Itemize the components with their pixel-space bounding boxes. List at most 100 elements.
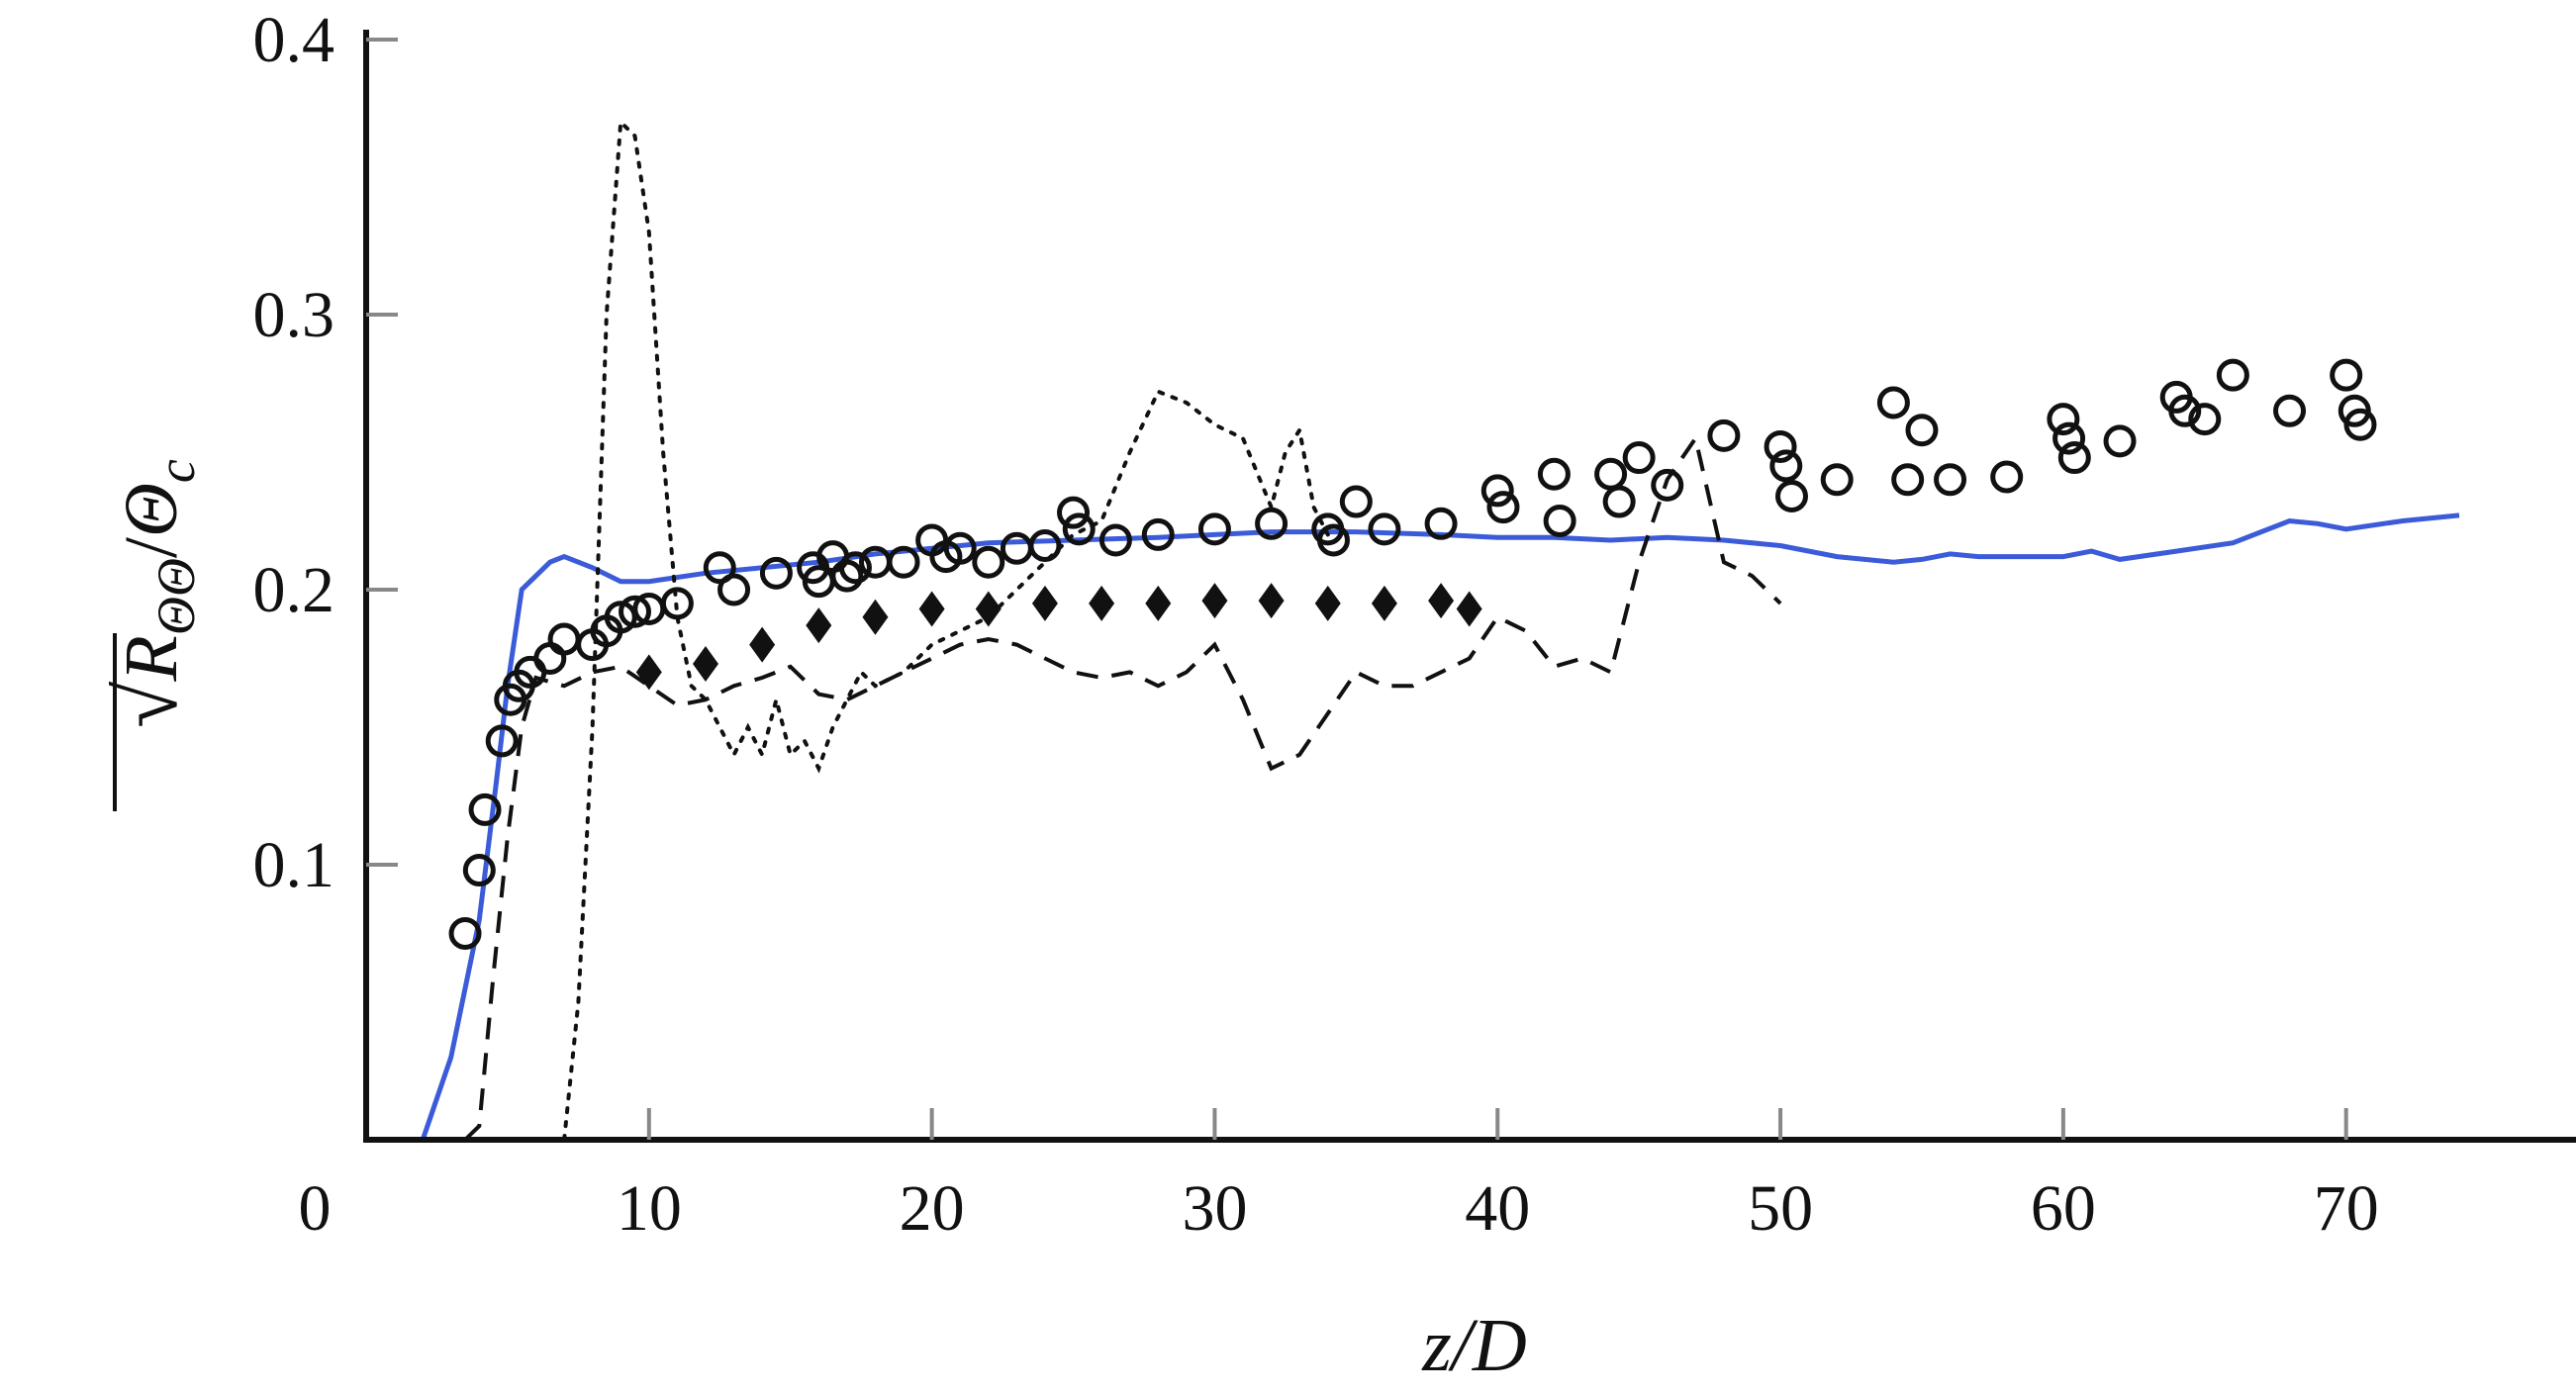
series-filled-diamonds: [635, 583, 1482, 691]
data-point-diamond: [918, 591, 945, 627]
data-point-circle: [1891, 463, 1925, 497]
data-point-circle: [1339, 485, 1373, 518]
y-axis-title-denominator: Θ: [110, 483, 193, 537]
data-point-circle: [830, 559, 864, 593]
axes: [363, 30, 2576, 1143]
data-point-circle: [2047, 403, 2080, 436]
data-point-circle: [1141, 517, 1175, 551]
data-point-circle: [1000, 531, 1033, 565]
data-point-circle: [1098, 523, 1132, 557]
data-point-circle: [759, 556, 793, 590]
data-point-diamond: [635, 654, 662, 691]
data-point-circle: [1876, 386, 1910, 419]
series-open-circles: [448, 358, 2377, 950]
series-solid-line: [366, 512, 2460, 1143]
series-dashed-line: [463, 433, 1782, 1142]
data-point-diamond: [1428, 583, 1455, 619]
y-tick-label: 0.1: [253, 829, 335, 901]
data-point-circle: [604, 601, 637, 634]
y-tick-label: 0.2: [253, 554, 335, 626]
data-point-circle: [1537, 457, 1571, 491]
data-point-circle: [1905, 414, 1939, 447]
data-point-circle: [462, 854, 496, 887]
data-point-diamond: [1258, 583, 1285, 619]
x-tick-label: 60: [2031, 1172, 2096, 1245]
data-point-circle: [1594, 457, 1628, 491]
data-point-circle: [533, 642, 567, 675]
y-tick-label: 0.4: [253, 4, 335, 76]
data-point-circle: [1316, 523, 1350, 557]
data-point-circle: [1480, 474, 1514, 508]
data-point-circle: [2330, 358, 2363, 392]
data-point-circle: [838, 551, 872, 585]
data-point-circle: [1057, 496, 1091, 529]
x-tick-label: 40: [1465, 1172, 1530, 1245]
data-point-circle: [2216, 358, 2249, 392]
y-axis-title-symbol: R: [110, 635, 193, 682]
y-tick-labels: 0.1 0.2 0.3 0.4: [253, 4, 335, 901]
data-point-circle: [2103, 424, 2137, 458]
x-tick-label: 20: [900, 1172, 965, 1245]
data-point-circle: [2188, 403, 2222, 436]
data-point-diamond: [806, 607, 832, 644]
series-line-dashed-line: [463, 433, 1782, 1142]
data-point-circle: [1424, 507, 1458, 540]
data-point-diamond: [1314, 585, 1341, 621]
data-point-circle: [1622, 441, 1656, 475]
data-point-diamond: [1201, 583, 1228, 619]
data-point-circle: [1197, 512, 1231, 546]
data-point-circle: [2273, 394, 2307, 427]
data-point-circle: [1769, 449, 1803, 483]
data-point-diamond: [1145, 585, 1172, 621]
data-point-circle: [1486, 491, 1520, 524]
x-tick-labels: 0 10 20 30 40 50 60 70: [299, 1172, 2379, 1245]
data-point-diamond: [1089, 585, 1115, 621]
data-point-circle: [1651, 468, 1684, 502]
plot-marks: [366, 117, 2460, 1143]
series-dotted-line: [562, 117, 1330, 1142]
data-point-diamond: [749, 626, 776, 663]
data-point-diamond: [692, 646, 718, 683]
data-point-circle: [1990, 460, 2024, 494]
data-point-circle: [1602, 485, 1636, 518]
data-point-circle: [1368, 512, 1401, 546]
data-point-circle: [943, 531, 977, 565]
series-line-solid-line: [366, 512, 2460, 1143]
data-point-diamond: [975, 591, 1002, 627]
data-point-circle: [1255, 507, 1288, 540]
data-point-circle: [972, 545, 1005, 579]
data-point-circle: [448, 917, 482, 950]
x-tick-label: 50: [1748, 1172, 1813, 1245]
series-line-dotted-line: [562, 117, 1330, 1142]
data-point-circle: [887, 545, 920, 579]
data-point-circle: [1820, 463, 1854, 497]
data-point-circle: [547, 622, 581, 656]
data-point-circle: [1062, 512, 1096, 546]
x-tick-label: 30: [1182, 1172, 1247, 1245]
data-point-diamond: [862, 599, 889, 635]
y-tick-label: 0.3: [253, 279, 335, 351]
data-point-circle: [660, 587, 694, 620]
data-point-circle: [2052, 421, 2086, 455]
data-point-circle: [1543, 505, 1576, 537]
data-point-circle: [2343, 408, 2377, 441]
data-point-circle: [468, 792, 502, 826]
data-point-circle: [1028, 529, 1062, 563]
y-axis-title-subscript: ΘΘ: [146, 558, 206, 635]
data-point-circle: [619, 595, 652, 628]
data-point-circle: [1707, 419, 1741, 452]
x-axis-title: z/D: [1421, 1304, 1527, 1387]
data-point-circle: [1764, 429, 1797, 463]
x-tick-label: 10: [617, 1172, 682, 1245]
data-point-diamond: [1371, 585, 1397, 621]
x-tick-label: 70: [2314, 1172, 2379, 1245]
data-point-circle: [2057, 441, 2091, 475]
data-point-diamond: [1456, 591, 1482, 627]
data-point-diamond: [1031, 585, 1058, 621]
x-tick-label: 0: [299, 1172, 332, 1245]
data-point-circle: [2168, 394, 2202, 427]
data-point-circle: [1774, 479, 1808, 512]
data-point-circle: [485, 724, 519, 758]
y-axis-title: √RΘΘ/Θc: [100, 459, 206, 811]
